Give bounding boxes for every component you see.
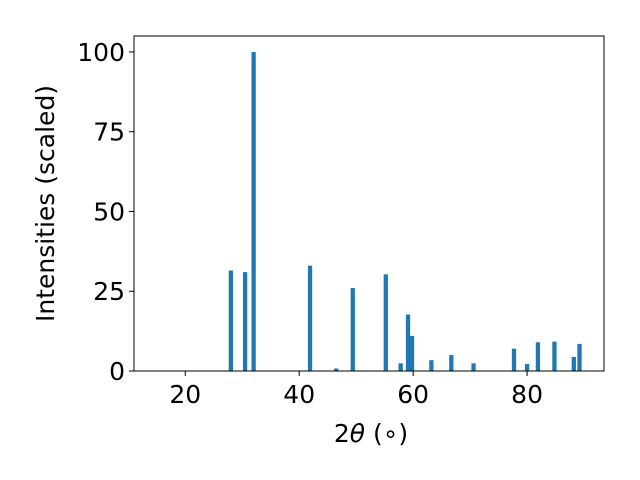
bar [535, 342, 541, 371]
bar [242, 272, 248, 371]
y-tick-label: 50 [93, 197, 125, 226]
bar [228, 270, 233, 371]
x-tick-label: 60 [397, 380, 429, 409]
x-axis-label: 2θ (∘) [334, 419, 408, 448]
plot-frame [133, 35, 605, 372]
x-axis-ticks: 20 40 60 80 [169, 371, 543, 409]
x-tick-label: 20 [169, 380, 201, 409]
bar [511, 348, 517, 371]
y-axis-ticks: 0 25 50 75 100 [77, 38, 134, 386]
bar [383, 274, 388, 371]
bar [577, 343, 582, 371]
bars-group [228, 51, 582, 371]
bar [398, 363, 403, 371]
bar [307, 265, 313, 371]
y-tick-label: 25 [93, 277, 125, 306]
bar [571, 356, 576, 371]
x-tick-label: 40 [283, 380, 315, 409]
bar [524, 363, 530, 371]
bar [552, 341, 557, 371]
y-tick-label: 75 [93, 118, 125, 147]
x-tick-label: 80 [511, 380, 543, 409]
y-tick-label: 0 [109, 357, 125, 386]
bar [405, 314, 411, 371]
y-axis-label: Intensities (scaled) [31, 85, 60, 322]
bar [409, 335, 415, 371]
bar [471, 363, 476, 371]
y-tick-label: 100 [77, 38, 125, 67]
bar [251, 51, 256, 371]
bar [449, 355, 454, 371]
bar [334, 368, 339, 371]
bar [429, 360, 434, 371]
bar [350, 288, 355, 371]
